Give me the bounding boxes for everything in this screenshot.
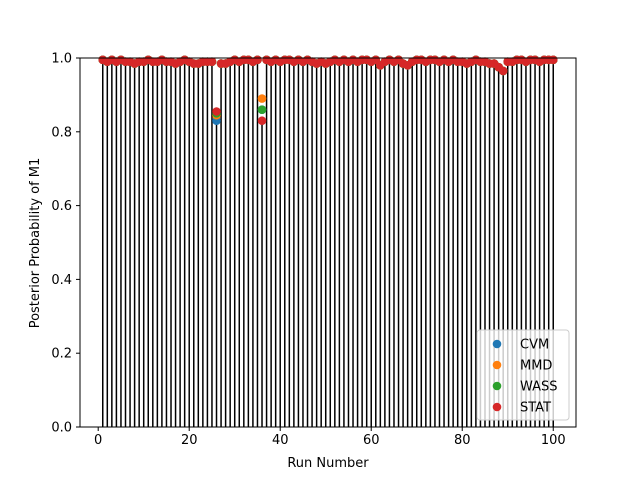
legend-marker-stat <box>492 402 502 412</box>
point-mmd <box>257 94 267 103</box>
y-tick-label: 1.0 <box>51 52 72 67</box>
y-tick-label: 0.2 <box>51 347 72 362</box>
x-tick-label: 20 <box>181 433 198 448</box>
point-stat <box>207 57 217 66</box>
legend-label-stat: STAT <box>520 401 551 416</box>
legend-label-mmd: MMD <box>520 359 552 374</box>
point-stat <box>253 55 262 65</box>
x-axis-label: Run Number <box>287 456 369 471</box>
axes: 0 20 40 60 80 100 0.0 0.2 0.4 0.6 0.8 1.0 <box>51 52 577 448</box>
point-stat <box>212 107 221 116</box>
legend-marker-wass <box>492 381 502 391</box>
stem-lines <box>102 59 554 427</box>
legend-label-cvm: CVM <box>520 338 549 353</box>
plot-frame <box>79 57 577 428</box>
x-tick-label: 40 <box>272 433 289 448</box>
x-tick-label: 100 <box>541 433 566 448</box>
y-axis-label: Posterior Probability of M1 <box>28 158 43 329</box>
point-wass <box>257 105 267 114</box>
y-tick-label: 0.0 <box>51 421 72 436</box>
y-tick-label: 0.8 <box>51 125 72 140</box>
x-tick-label: 0 <box>94 433 102 448</box>
legend: CVM MMD WASS STAT <box>476 329 570 421</box>
point-stat <box>257 116 267 126</box>
legend-box <box>476 329 570 421</box>
x-tick-label: 60 <box>363 433 380 448</box>
data-points <box>98 55 558 126</box>
y-tick-label: 0.6 <box>51 199 72 214</box>
legend-marker-mmd <box>492 360 502 370</box>
point-stat <box>548 55 558 65</box>
y-tick-label: 0.4 <box>51 273 72 288</box>
legend-label-wass: WASS <box>520 380 558 395</box>
point-stat <box>498 66 508 76</box>
legend-marker-cvm <box>492 339 502 349</box>
x-tick-label: 80 <box>454 433 471 448</box>
